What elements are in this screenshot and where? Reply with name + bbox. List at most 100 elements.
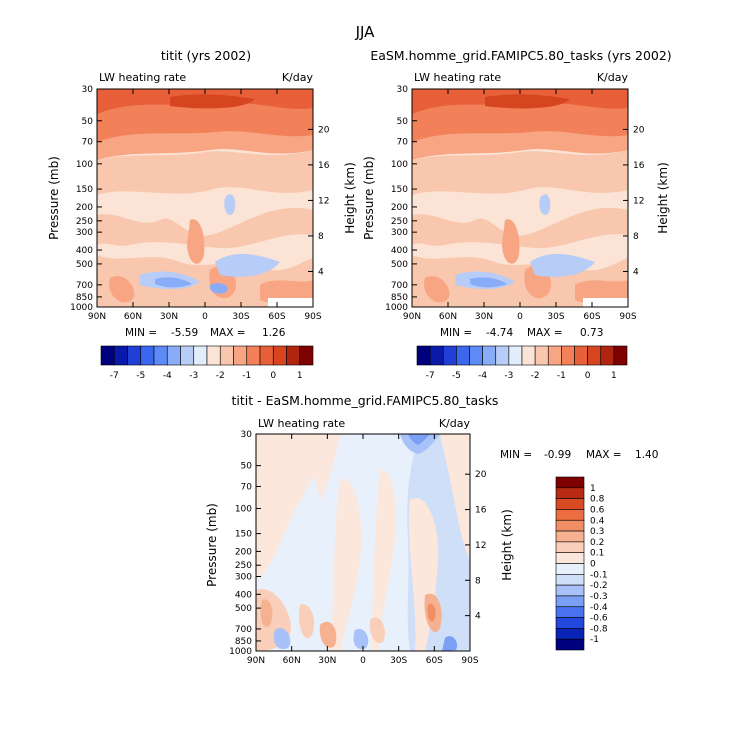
colorbar-label: 0.1 xyxy=(590,549,604,559)
colorbar-swatch xyxy=(259,345,274,366)
y2-tick-label: 8 xyxy=(318,232,324,242)
x-tick-label: 60N xyxy=(439,312,457,322)
variable-label: LW heating rate xyxy=(414,71,501,84)
y-tick-label: 200 xyxy=(391,203,408,213)
colorbar-swatch xyxy=(206,345,221,366)
x-tick-label: 0 xyxy=(202,312,208,322)
x-tick-label: 60S xyxy=(268,312,285,322)
units-label: K/day xyxy=(282,71,314,84)
panel-model: titit (yrs 2002) LW heating rate K/day 9… xyxy=(47,48,357,381)
y-tick-label: 50 xyxy=(82,117,94,127)
x-tick-label: 90N xyxy=(247,656,265,666)
y-tick-label: 50 xyxy=(241,462,253,472)
y-tick-label: 250 xyxy=(235,561,252,571)
colorbar-label: -4 xyxy=(163,371,172,381)
colorbar-swatch xyxy=(233,345,248,366)
colorbar-swatch xyxy=(442,345,457,366)
colorbar-swatch xyxy=(555,519,585,532)
variable-label: LW heating rate xyxy=(99,71,186,84)
colorbar-swatch xyxy=(555,617,585,629)
y-tick-label: 1000 xyxy=(229,647,252,657)
colorbar-swatch xyxy=(534,345,549,366)
colorbar-swatch xyxy=(555,498,585,510)
colorbar-label: 0 xyxy=(590,560,596,570)
colorbar-label: 0.2 xyxy=(590,538,604,548)
colorbar-label: 1 xyxy=(590,484,596,494)
colorbar-label: -0.4 xyxy=(590,603,608,613)
figure-title: JJA xyxy=(355,23,376,41)
colorbar-swatch xyxy=(100,345,115,366)
y-tick-label: 500 xyxy=(76,260,93,270)
y-tick-label: 500 xyxy=(235,604,252,614)
axes: 90N 60N 30N 0 30S 60S 90S 30 50 70 100 150 200 250300… xyxy=(385,85,645,322)
colorbar-swatch xyxy=(246,345,261,366)
colorbar-label: 0.6 xyxy=(590,505,605,515)
y-tick-label: 700 xyxy=(391,281,408,291)
colorbar-swatch xyxy=(587,345,602,366)
colorbar-swatch xyxy=(555,541,585,553)
y-tick-label: 30 xyxy=(241,430,253,440)
colorbar-label: -2 xyxy=(531,371,540,381)
panel-title: titit (yrs 2002) xyxy=(161,48,251,63)
y2-tick-label: 16 xyxy=(318,161,330,171)
y2-tick-label: 8 xyxy=(633,232,639,242)
y2-tick-label: 12 xyxy=(633,196,644,206)
colorbar-swatch xyxy=(600,345,615,366)
contour-field xyxy=(412,89,628,307)
colorbar-swatch xyxy=(495,345,510,366)
y-tick-label: 50 xyxy=(397,117,409,127)
colorbar-swatch xyxy=(555,530,585,543)
units-label: K/day xyxy=(597,71,629,84)
y-tick-label: 70 xyxy=(397,138,409,148)
x-tick-label: 90S xyxy=(461,656,478,666)
y2-tick-label: 20 xyxy=(633,125,645,135)
y-tick-label: 30 xyxy=(397,85,409,95)
y-tick-label: 1000 xyxy=(385,303,408,313)
y-tick-label: 200 xyxy=(76,203,93,213)
colorbar-swatch xyxy=(140,345,155,366)
y-tick-label: 850 xyxy=(235,637,252,647)
x-tick-label: 60S xyxy=(426,656,443,666)
panel-difference: titit - EaSM.homme_grid.FAMIPC5.80_tasks… xyxy=(205,393,658,666)
colorbar-swatch xyxy=(521,345,536,366)
y-tick-label: 700 xyxy=(76,281,93,291)
x-tick-label: 60S xyxy=(583,312,600,322)
colorbar-label: 0.8 xyxy=(590,495,605,505)
y-tick-label: 150 xyxy=(391,185,408,195)
panel-control: EaSM.homme_grid.FAMIPC5.80_tasks (yrs 20… xyxy=(362,48,672,381)
y2-axis-label: Height (km) xyxy=(500,509,514,580)
max-label: MAX = xyxy=(586,449,622,461)
y-tick-label: 250 xyxy=(76,217,93,227)
contour-field xyxy=(97,89,313,307)
y-tick-label: 100 xyxy=(76,160,93,170)
colorbar-swatch xyxy=(555,476,585,489)
colorbar-label: -3 xyxy=(189,371,198,381)
max-label: MAX = xyxy=(210,327,246,339)
colorbar: -7 -5 -4 -3 -2 -1 0 1 xyxy=(100,345,314,381)
x-tick-label: 30S xyxy=(232,312,249,322)
max-value: 1.26 xyxy=(262,327,286,339)
x-tick-label: 30S xyxy=(547,312,564,322)
y2-tick-label: 4 xyxy=(318,267,324,277)
colorbar-label: -4 xyxy=(478,371,487,381)
colorbar-label: -7 xyxy=(426,371,435,381)
colorbar-label: 1 xyxy=(297,371,303,381)
colorbar-swatch xyxy=(561,345,575,366)
colorbar-label: 1 xyxy=(611,371,617,381)
colorbar-swatch xyxy=(555,638,585,651)
colorbar-label: -7 xyxy=(110,371,119,381)
colorbar-swatch xyxy=(555,584,585,597)
y-axis-label: Pressure (mb) xyxy=(47,156,61,240)
y-tick-label: 850 xyxy=(76,293,93,303)
colorbar-swatch xyxy=(555,606,585,618)
colorbar-swatch xyxy=(113,345,128,366)
colorbar-label: -3 xyxy=(504,371,513,381)
colorbar-label: -5 xyxy=(452,371,461,381)
colorbar-swatch xyxy=(153,345,168,366)
y-tick-label: 500 xyxy=(391,260,408,270)
min-value: -5.59 xyxy=(171,327,198,339)
colorbar-label: -5 xyxy=(136,371,145,381)
colorbar-swatch xyxy=(286,345,301,366)
colorbar-label: -0.8 xyxy=(590,624,608,634)
